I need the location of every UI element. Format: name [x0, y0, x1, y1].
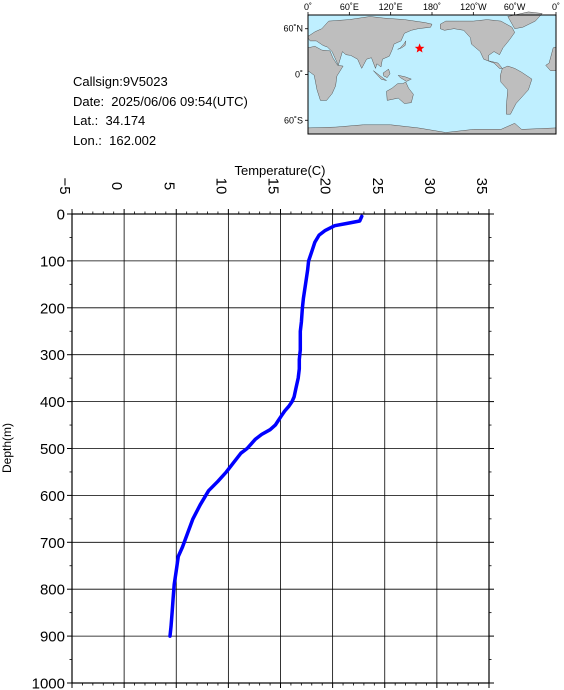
y-tick-label: 400	[40, 394, 65, 411]
y-tick-label: 500	[40, 441, 65, 458]
y-tick-label: 200	[40, 300, 65, 317]
x-tick-label: 30	[421, 178, 438, 195]
y-tick-label: 700	[40, 535, 65, 552]
x-tick-label: 10	[212, 178, 229, 195]
plot-frame	[71, 213, 490, 684]
x-tick-label: 0	[108, 182, 125, 190]
y-axis-label: Depth(m)	[0, 423, 14, 473]
y-tick-label: 100	[40, 253, 65, 270]
longitude-text: Lon.: 162.002	[73, 132, 157, 148]
chart-grid	[71, 213, 490, 684]
x-tick-label: 35	[473, 178, 490, 195]
x-tick-label: 5	[160, 182, 177, 190]
date-text: Date: 2025/06/06 09:54(UTC)	[73, 93, 248, 109]
station-info: Callsign:9V5023 Date: 2025/06/06 09:54(U…	[73, 72, 248, 150]
y-tick-label: 300	[40, 347, 65, 364]
y-tick-label: 1000	[32, 676, 65, 690]
x-tick-label: 15	[265, 178, 282, 195]
y-tick-label: 900	[40, 629, 65, 646]
callsign-text: Callsign:9V5023	[73, 74, 168, 89]
x-tick-label: 25	[369, 178, 386, 195]
x-tick-label: −5	[56, 177, 73, 194]
y-tick-label: 0	[57, 207, 65, 224]
chart-series	[168, 214, 364, 638]
y-tick-label: 600	[40, 488, 65, 505]
x-axis-label: Temperature(C)	[234, 163, 325, 178]
x-tick-label: 20	[317, 178, 334, 195]
y-tick-label: 800	[40, 582, 65, 599]
latitude-text: Lat.: 34.174	[73, 113, 146, 128]
temperature-profile-line	[168, 214, 364, 638]
